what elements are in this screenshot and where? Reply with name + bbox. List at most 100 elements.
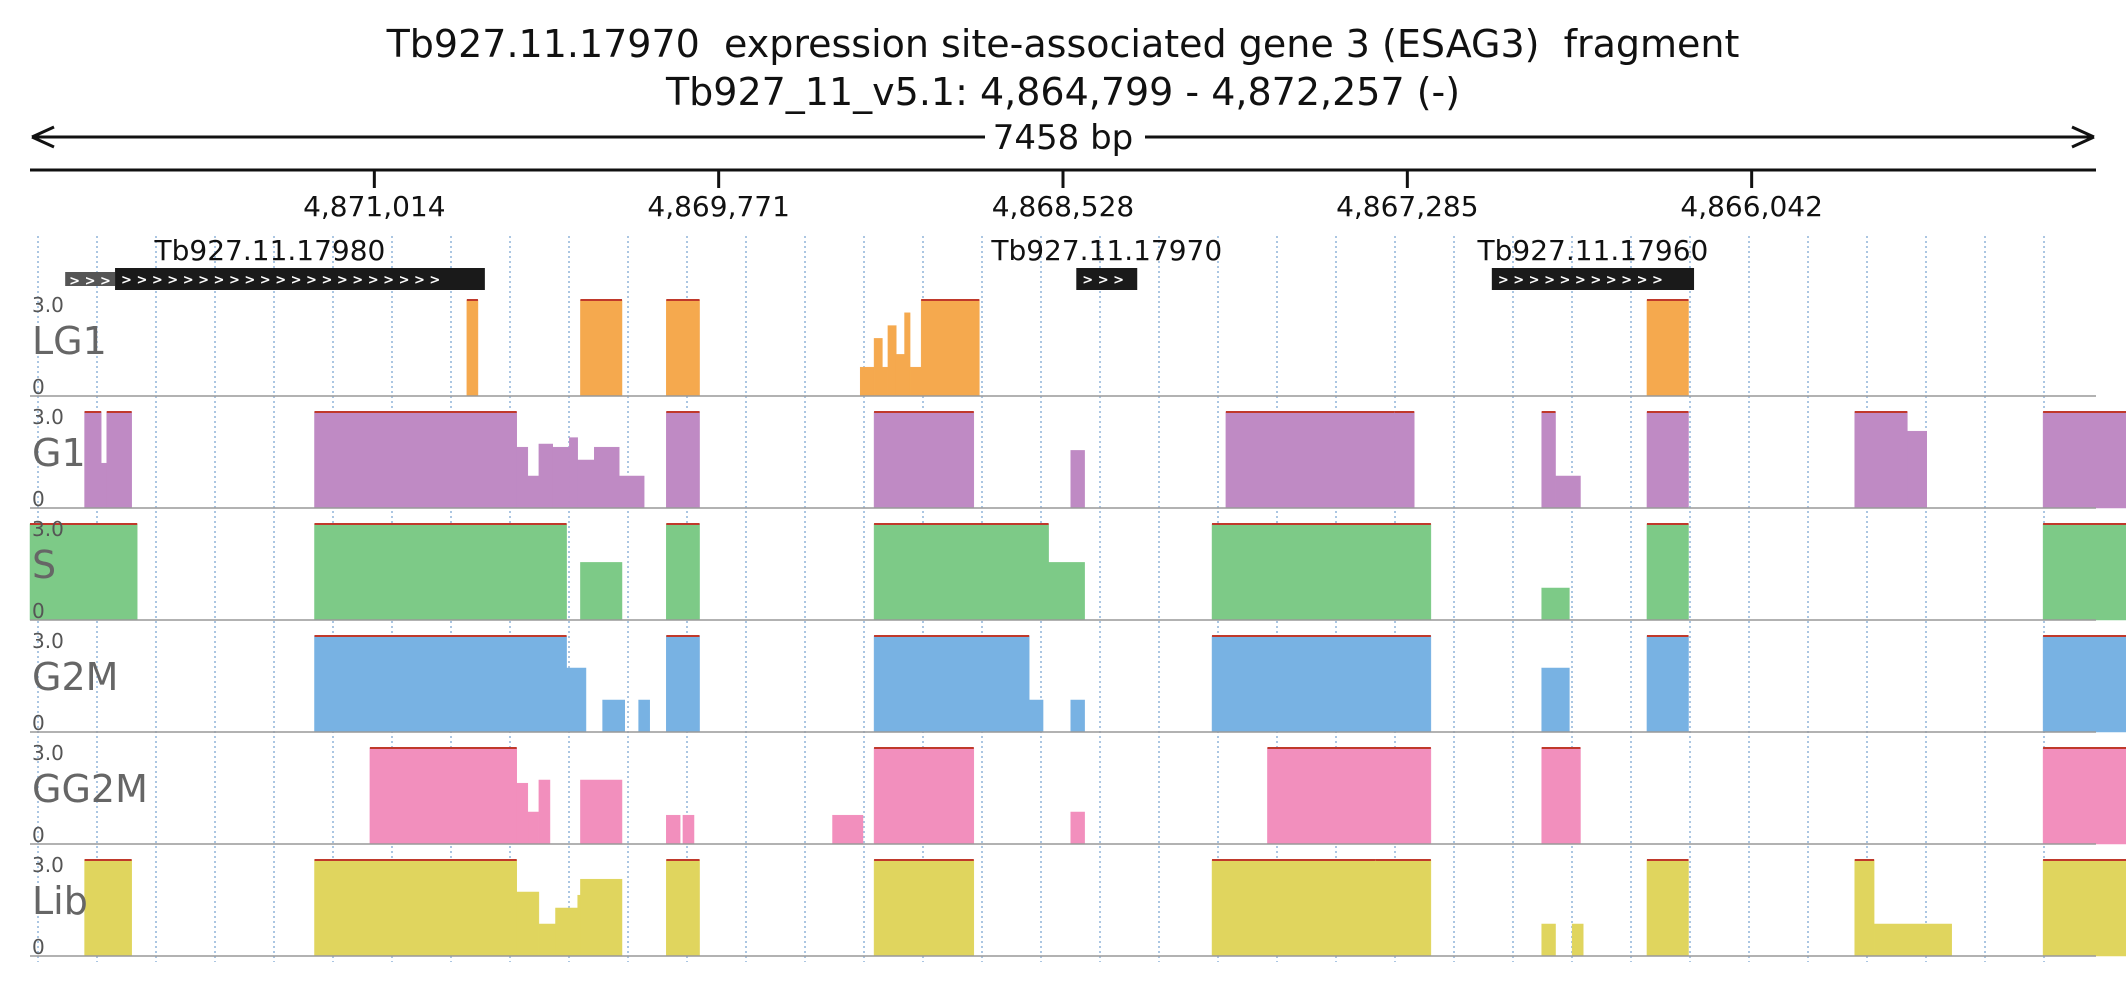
coverage-bar <box>594 446 620 509</box>
track-ymin: 0 <box>32 935 45 959</box>
coverage-bar <box>566 667 587 733</box>
figure-region: Tb927_11_v5.1: 4,864,799 - 4,872,257 (-) <box>665 70 1461 114</box>
coverage-bar <box>84 859 132 957</box>
coverage-bar <box>618 475 645 509</box>
coverage-bar <box>580 562 623 621</box>
tick-label: 4,869,771 <box>647 190 790 223</box>
coverage-bar <box>666 859 700 957</box>
coverage-bar <box>873 411 975 509</box>
coverage-bar <box>1646 411 1689 509</box>
coverage-bar <box>538 779 551 845</box>
coverage-bar <box>873 747 975 845</box>
track-ymax: 3.0 <box>32 517 64 541</box>
coverage-bar <box>920 299 980 397</box>
coverage-bar <box>569 437 578 509</box>
coverage-bar <box>100 462 107 509</box>
coverage-bar <box>1646 523 1689 621</box>
tick-label: 4,866,042 <box>1680 190 1823 223</box>
coverage-bar <box>873 338 883 397</box>
coverage-bar <box>887 325 897 397</box>
track-ymax: 3.0 <box>32 853 64 877</box>
coverage-bar <box>1211 523 1432 621</box>
coverage-bar <box>84 411 102 509</box>
figure-title-block: Tb927.11.17970 expression site-associate… <box>0 20 2126 116</box>
coverage-bar <box>666 814 681 845</box>
coverage-bar <box>1267 747 1432 845</box>
gene-label: Tb927.11.17970 <box>990 234 1222 267</box>
gene-label: Tb927.11.17960 <box>1477 234 1709 267</box>
coverage-bar <box>1873 923 1952 957</box>
coverage-bar <box>873 859 975 957</box>
gene-strand-arrows: > > > <box>1082 273 1124 288</box>
track-ymin: 0 <box>32 599 45 623</box>
track-ymin: 0 <box>32 375 45 399</box>
gene-Tb927.11.17980: > > > > > > > > > > > > > > > > > > > > >… <box>65 234 485 290</box>
coverage-bar <box>369 747 517 845</box>
coverage-bar <box>527 475 540 509</box>
gene-Tb927.11.17960: > > > > > > > > > > > Tb927.11.17960 <box>1477 234 1709 290</box>
coverage-bar <box>516 891 540 957</box>
coverage-bar <box>2042 747 2126 845</box>
coverage-bar <box>314 411 517 509</box>
coverage-bar <box>106 411 132 509</box>
coverage-bar <box>873 635 1030 733</box>
coverage-bar <box>1225 411 1396 509</box>
coverage-bar <box>682 814 695 845</box>
gene-strand-arrows: > > > > > > > > > > > > > > > > > > > > … <box>121 273 440 288</box>
coverage-bar <box>1028 699 1044 733</box>
track-g2m: 3.0 0 G2M <box>30 629 2126 735</box>
track-label: S <box>32 543 56 587</box>
coverage-bar <box>882 366 889 397</box>
track-ymax: 3.0 <box>32 741 64 765</box>
gene-Tb927.11.17970: > > > Tb927.11.17970 <box>990 234 1222 290</box>
coverage-bar <box>895 354 905 397</box>
track-label: GG2M <box>32 767 148 811</box>
coverage-bar <box>666 635 700 733</box>
coverage-bar <box>2042 523 2126 621</box>
coverage-bar <box>602 699 626 733</box>
coverage-bar <box>859 366 875 397</box>
coverage-bar <box>909 366 922 397</box>
coverage-bar <box>1070 699 1085 733</box>
gene-utr-arrows: > > > <box>69 274 111 289</box>
tick-label: 4,871,014 <box>303 190 446 223</box>
coverage-bar <box>904 312 911 397</box>
coverage-bar <box>1048 562 1085 621</box>
coverage-bar <box>1571 923 1584 957</box>
gene-body <box>115 268 485 290</box>
coverage-bar <box>314 859 517 957</box>
track-lg1: 3.0 0 LG1 <box>30 293 2096 399</box>
scale-ticks: 4,871,014 4,869,771 4,868,528 4,867,285 4,86… <box>303 170 1823 223</box>
gene-track: > > > > > > > > > > > > > > > > > > > > >… <box>65 234 1708 290</box>
coverage-bar <box>1646 635 1689 733</box>
coverage-bar <box>1541 667 1570 733</box>
coverage-bar <box>466 299 479 397</box>
coverage-bar <box>638 699 650 733</box>
coverage-bar <box>666 299 700 397</box>
track-label: G1 <box>32 431 86 475</box>
coverage-bar <box>1854 411 1908 509</box>
coverage-bar <box>538 923 556 957</box>
coverage-bar <box>314 523 567 621</box>
track-label: G2M <box>32 655 118 699</box>
coverage-bar <box>1394 411 1415 509</box>
track-ymax: 3.0 <box>32 629 64 653</box>
coverage-bar <box>873 523 1049 621</box>
span-label: 7458 bp <box>993 118 1134 158</box>
track-gg2m: 3.0 0 GG2M <box>30 741 2126 847</box>
coverage-bar <box>1907 430 1927 509</box>
track-label: LG1 <box>32 319 107 363</box>
coverage-bar <box>516 782 529 845</box>
coverage-bar <box>580 299 623 397</box>
track-ymin: 0 <box>32 823 45 847</box>
span-arrow-left <box>31 125 55 149</box>
coverage-bar <box>580 878 623 957</box>
coverage-bar <box>666 411 700 509</box>
coverage-bar <box>2042 635 2126 733</box>
coverage-bar <box>666 523 700 621</box>
coverage-bar <box>1070 811 1085 845</box>
coverage-bar <box>1375 859 1432 957</box>
coverage-bar <box>516 446 529 509</box>
coverage-bar <box>29 523 138 621</box>
